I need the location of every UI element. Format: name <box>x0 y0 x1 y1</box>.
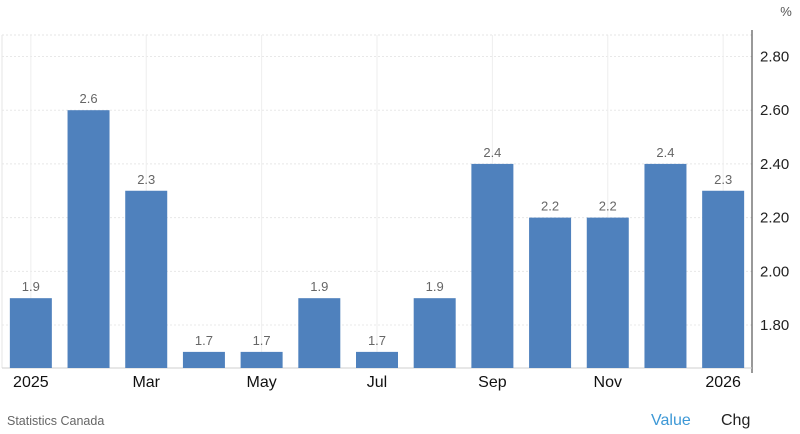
data-label: 2.2 <box>541 199 559 214</box>
y-tick-label: 1.80 <box>760 317 789 334</box>
bar-chart: 1.92.62.31.7 1.71.91.71.92.42.2 2.22.42.3 … <box>1 4 792 391</box>
bar[interactable] <box>298 298 341 368</box>
data-label: 2.3 <box>714 172 732 187</box>
bar[interactable] <box>413 298 456 368</box>
bar[interactable] <box>182 351 225 368</box>
chg-toggle[interactable]: Chg <box>721 412 751 429</box>
bar[interactable] <box>529 217 572 368</box>
x-axis: 2025 Mar May Jul Sep Nov 2026 <box>13 374 741 391</box>
data-label: 2.6 <box>79 91 97 106</box>
bar[interactable] <box>471 163 514 368</box>
value-toggle[interactable]: Value <box>651 412 691 429</box>
data-labels: 1.9 2.6 2.3 1.7 1.7 1.9 1.7 1.9 2.4 2.2 2.2 2.4 2.3 <box>22 91 732 348</box>
bar[interactable] <box>644 163 687 368</box>
y-tick-label: 2.20 <box>760 210 789 227</box>
data-label: 1.7 <box>195 333 213 348</box>
bar[interactable] <box>9 298 52 368</box>
data-label: 1.7 <box>253 333 271 348</box>
bar[interactable] <box>356 351 398 368</box>
x-tick-label: May <box>246 374 276 391</box>
y-tick-label: 2.00 <box>760 263 789 280</box>
y-tick-label: 2.40 <box>760 156 789 173</box>
data-label: 2.4 <box>656 145 674 160</box>
bar[interactable] <box>240 351 283 368</box>
x-tick-label: Mar <box>132 374 160 391</box>
y-unit-label: % <box>780 4 792 19</box>
source-label: Statistics Canada <box>7 414 105 428</box>
bars <box>9 110 745 369</box>
y-tick-label: 2.80 <box>760 48 789 65</box>
data-label: 1.9 <box>22 279 40 294</box>
y-tick-label: 2.60 <box>760 102 789 119</box>
x-tick-label: 2025 <box>13 374 49 391</box>
bar[interactable] <box>125 190 168 368</box>
data-label: 2.2 <box>599 199 617 214</box>
grid-lines <box>1 30 753 373</box>
y-axis: 1.80 2.00 2.20 2.40 2.60 2.80 <box>760 48 789 334</box>
bar[interactable] <box>586 217 629 368</box>
x-tick-label: 2026 <box>705 374 741 391</box>
x-tick-label: Sep <box>478 374 507 391</box>
x-tick-label: Jul <box>367 374 387 391</box>
data-label: 2.4 <box>483 145 501 160</box>
data-label: 2.3 <box>137 172 155 187</box>
data-label: 1.7 <box>368 333 386 348</box>
data-label: 1.9 <box>310 279 328 294</box>
bar[interactable] <box>702 190 745 368</box>
bar[interactable] <box>67 110 110 369</box>
data-label: 1.9 <box>426 279 444 294</box>
x-tick-label: Nov <box>594 374 622 391</box>
